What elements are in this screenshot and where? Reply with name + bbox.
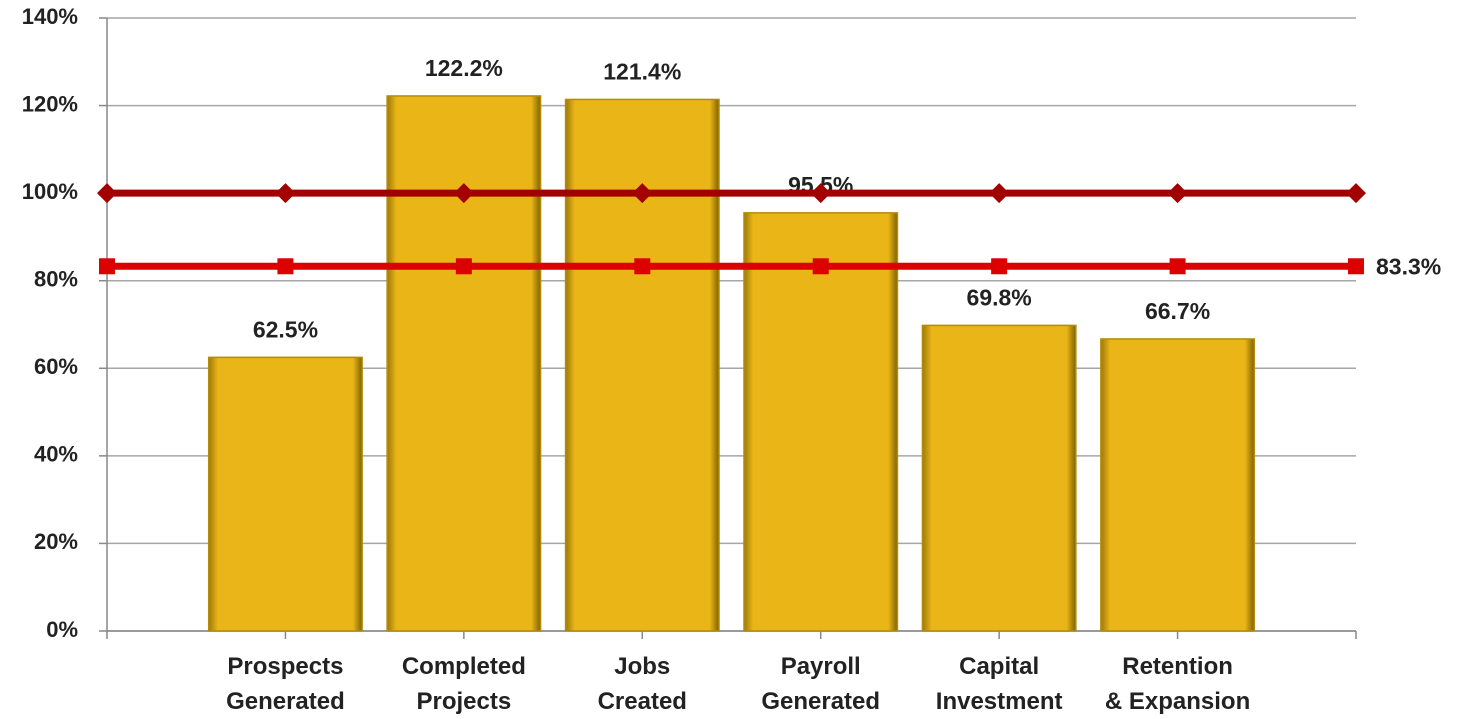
bar: [743, 212, 899, 632]
x-tick-label: Payroll Generated: [761, 653, 880, 715]
bar: [207, 356, 363, 632]
x-tick-label: Capital Investment: [936, 653, 1063, 715]
marker: [634, 258, 651, 275]
y-tick-label: 80%: [34, 267, 78, 292]
x-tick-label: Retention & Expansion: [1105, 653, 1250, 715]
y-tick-label: 140%: [22, 4, 78, 29]
y-tick-label: 0%: [46, 617, 78, 642]
marker: [1169, 258, 1186, 275]
y-tick-label: 120%: [22, 91, 78, 116]
marker: [632, 183, 653, 204]
bar: [1100, 338, 1256, 632]
marker: [1346, 183, 1366, 204]
x-tick-label: Jobs Created: [598, 653, 687, 715]
marker: [991, 258, 1008, 275]
y-tick-label: 20%: [34, 529, 78, 554]
marker: [455, 258, 472, 275]
data-label: 121.4%: [603, 59, 681, 85]
data-label: 62.5%: [253, 316, 318, 342]
data-label: 66.7%: [1145, 298, 1210, 324]
x-tick-label: Prospects Generated: [226, 653, 345, 715]
x-tick-label: Completed Projects: [402, 653, 526, 715]
marker: [453, 183, 474, 204]
marker: [97, 183, 117, 204]
y-tick-label: 60%: [34, 354, 78, 379]
y-tick-label: 100%: [22, 179, 78, 204]
marker: [277, 258, 294, 275]
marker: [1167, 183, 1188, 204]
marker: [99, 258, 115, 275]
marker: [989, 183, 1010, 204]
marker: [275, 183, 296, 204]
data-label: 69.8%: [967, 284, 1032, 310]
data-label: 122.2%: [425, 55, 503, 81]
marker: [1348, 258, 1364, 275]
y-tick-label: 40%: [34, 442, 78, 467]
bar: [564, 98, 720, 632]
marker: [812, 258, 829, 275]
bar: [921, 324, 1077, 632]
marker: [810, 183, 831, 204]
bar: [386, 95, 542, 632]
data-label: 83.3%: [1376, 253, 1441, 279]
